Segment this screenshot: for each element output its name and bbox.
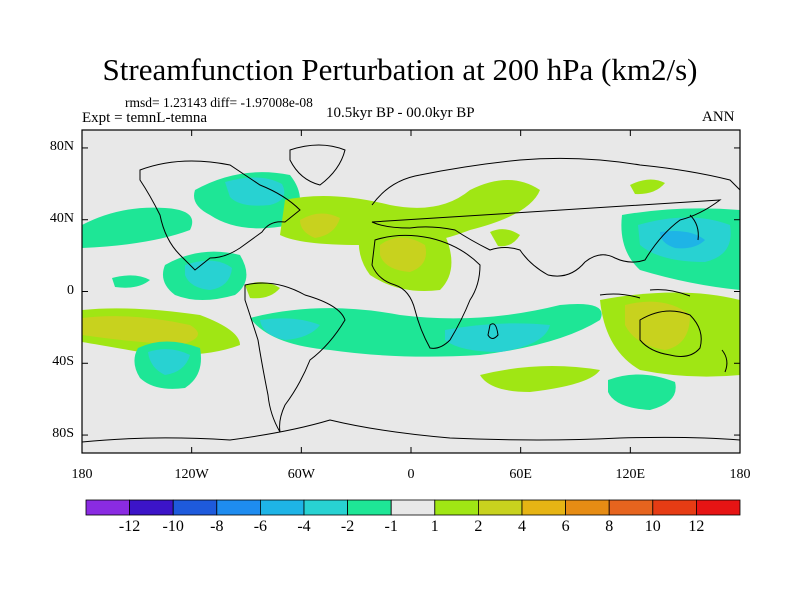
colorbar-label: -8 xyxy=(210,518,224,535)
coastline-new-zealand xyxy=(721,349,728,373)
coastline-greenland xyxy=(289,144,346,186)
colorbar-swatch xyxy=(652,499,697,516)
colorbar-swatch xyxy=(608,499,654,516)
colorbar-label: 6 xyxy=(561,518,570,535)
colorbar-label: 2 xyxy=(474,518,483,535)
colorbar-swatch xyxy=(172,499,218,516)
contour-blue-greenland xyxy=(225,177,285,206)
coastline-antarctica xyxy=(82,419,740,443)
colorbar-label: -1 xyxy=(384,518,398,535)
coastline-europe-asia xyxy=(371,157,740,277)
colorbar-label: -12 xyxy=(118,518,141,535)
colorbar-label: 1 xyxy=(430,518,439,535)
coastline-japan xyxy=(689,214,699,241)
colorbar-label: -10 xyxy=(162,518,184,535)
coastline-africa xyxy=(371,234,481,349)
contour-green-southern-ocean xyxy=(608,374,676,410)
colorbar-swatch xyxy=(303,499,348,516)
coastline-north-america xyxy=(139,160,301,271)
contour-blue-s-pacific-low xyxy=(148,349,190,375)
lon-label: 60W xyxy=(287,467,315,482)
colorbar-swatch xyxy=(477,499,523,516)
colorbar-label: -2 xyxy=(340,518,355,535)
contour-yellow-atlantic xyxy=(300,213,340,238)
contour-yellow-small xyxy=(245,282,280,299)
contour-green-middle-east xyxy=(490,229,520,247)
colorbar-swatch xyxy=(696,499,741,516)
coastline-indonesia xyxy=(599,289,691,299)
coastline-australia xyxy=(639,310,702,357)
season-text: ANN xyxy=(702,109,735,125)
lon-label: 120W xyxy=(174,467,209,482)
lon-label: 0 xyxy=(407,467,415,482)
contour-fields xyxy=(82,172,740,410)
colorbar-swatch xyxy=(565,499,610,516)
contour-blue-indian xyxy=(445,323,550,352)
lat-label: 40S xyxy=(52,354,74,370)
lon-label: 180 xyxy=(71,467,93,482)
colorbar-label: -4 xyxy=(297,518,311,535)
contour-cyan-w-pacific xyxy=(660,231,705,249)
colorbar-swatch xyxy=(129,499,174,516)
stats-text: rmsd= 1.23143 diff= -1.97008e-08 xyxy=(125,95,313,110)
lat-label: 40N xyxy=(49,210,74,226)
contour-yellow-australia xyxy=(625,301,690,350)
contour-green-north-atlantic xyxy=(82,207,193,248)
experiment-text: Expt = temnL-temna xyxy=(82,110,208,126)
contour-yellow-africa xyxy=(380,237,426,272)
lon-label: 120E xyxy=(615,467,646,482)
colorbar-swatch xyxy=(390,499,436,516)
contour-green-small-e-pacific xyxy=(112,275,150,288)
colorbar-swatch xyxy=(216,499,261,516)
colorbar-label: 12 xyxy=(688,518,705,535)
colorbar-swatch xyxy=(521,499,566,516)
lat-label: 80N xyxy=(49,138,74,154)
period-text: 10.5kyr BP - 00.0kyr BP xyxy=(326,105,475,121)
coastline-madagascar xyxy=(487,323,499,339)
colorbar-swatch xyxy=(259,499,305,516)
colorbar-label: -6 xyxy=(253,518,268,535)
contour-green-s-atlantic xyxy=(480,366,600,392)
colorbar xyxy=(85,499,741,516)
contour-green-atlantic-high xyxy=(280,180,540,246)
coastlines xyxy=(82,144,740,443)
lat-label: 80S xyxy=(52,426,74,442)
colorbar-swatch xyxy=(347,499,392,516)
colorbar-label: 8 xyxy=(605,518,614,535)
colorbar-swatch xyxy=(85,499,130,516)
contour-blue-tropical xyxy=(260,318,320,340)
lon-label: 180 xyxy=(729,467,751,482)
colorbar-swatch xyxy=(434,499,479,516)
contour-yellow-s-pacific xyxy=(82,316,198,345)
colorbar-label: 10 xyxy=(644,518,661,535)
lon-label: 60E xyxy=(509,467,532,482)
coastline-south-america xyxy=(244,282,346,433)
plot-title: Streamfunction Perturbation at 200 hPa (… xyxy=(102,52,698,87)
colorbar-label: 4 xyxy=(518,518,526,535)
contour-green-n-asia xyxy=(630,179,665,195)
axis-ticks xyxy=(81,130,741,453)
lat-label: 0 xyxy=(67,282,74,298)
